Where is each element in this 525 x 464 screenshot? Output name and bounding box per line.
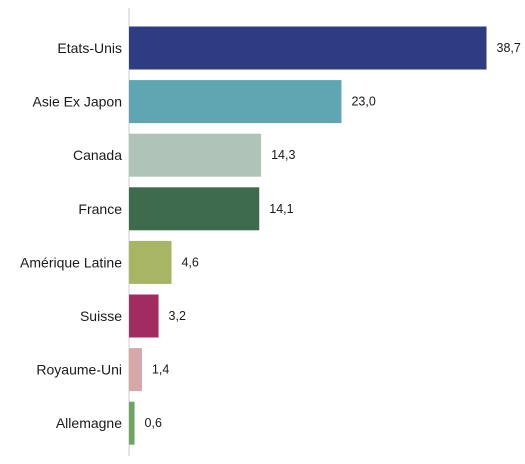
category-label-6: Royaume-Uni	[36, 362, 122, 378]
value-labels-group: 38,7 23,0 14,3 14,1 4,6 3,2 1,4 0,6	[145, 41, 521, 430]
value-label-2: 14,3	[271, 148, 295, 162]
bars-group	[129, 26, 487, 445]
value-label-3: 14,1	[269, 202, 293, 216]
value-label-0: 38,7	[497, 41, 521, 55]
category-label-3: France	[78, 201, 122, 217]
value-label-5: 3,2	[169, 309, 186, 323]
category-label-7: Allemagne	[56, 415, 122, 431]
bar-4	[129, 240, 172, 284]
category-label-0: Etats-Unis	[57, 40, 122, 56]
category-label-1: Asie Ex Japon	[33, 94, 123, 110]
bar-3	[129, 187, 260, 231]
value-label-6: 1,4	[152, 363, 169, 377]
value-label-1: 23,0	[351, 95, 375, 109]
bar-7	[129, 401, 135, 445]
category-label-4: Amérique Latine	[20, 254, 122, 270]
category-label-5: Suisse	[80, 308, 122, 324]
bar-0	[129, 26, 487, 70]
value-label-7: 0,6	[145, 416, 162, 430]
bar-1	[129, 80, 342, 124]
bar-5	[129, 294, 159, 338]
value-label-4: 4,6	[181, 255, 198, 269]
bar-6	[129, 348, 142, 392]
category-label-2: Canada	[73, 147, 122, 163]
category-labels-group: Etats-Unis Asie Ex Japon Canada France Améri…	[20, 40, 122, 431]
bar-2	[129, 133, 262, 177]
